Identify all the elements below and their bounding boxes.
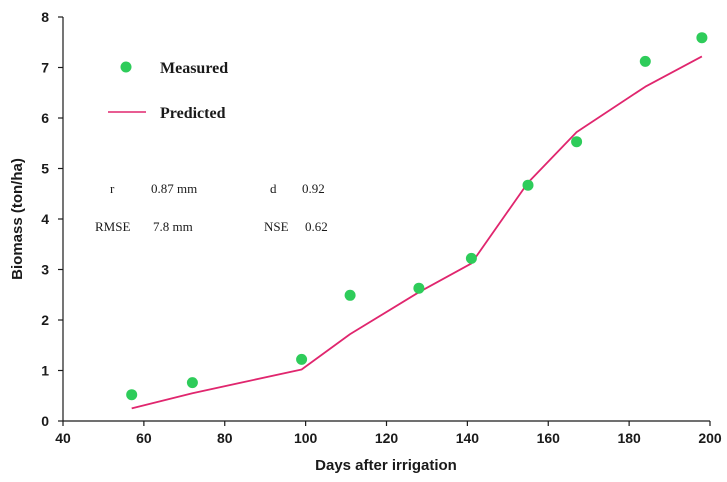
data-point-measured [465, 252, 477, 264]
data-point-measured [296, 353, 308, 365]
y-tick-label: 3 [41, 262, 49, 278]
series-layer [126, 32, 708, 410]
legend: Measured Predicted [108, 60, 228, 122]
x-tick-label: 200 [698, 430, 722, 446]
y-tick-label: 8 [41, 9, 49, 25]
x-tick-label: 120 [375, 430, 399, 446]
data-point-measured [344, 289, 356, 301]
stat-d-value: 0.92 [302, 181, 325, 196]
series-line-predicted [131, 55, 703, 410]
x-ticks: 40 60 80 100 120 140 160 180 200 [55, 421, 722, 446]
stat-nse-value: 0.62 [305, 219, 328, 234]
x-tick-label: 80 [217, 430, 233, 446]
y-tick-label: 0 [41, 413, 49, 429]
data-point-measured [522, 179, 534, 191]
x-tick-label: 180 [617, 430, 641, 446]
y-tick-label: 4 [41, 211, 49, 227]
y-tick-label: 6 [41, 110, 49, 126]
data-point-measured [126, 389, 138, 401]
x-tick-label: 100 [294, 430, 318, 446]
x-tick-label: 140 [456, 430, 480, 446]
stat-r-label: r [110, 181, 115, 196]
legend-label-measured: Measured [160, 60, 228, 77]
data-point-measured [413, 282, 425, 294]
y-tick-label: 1 [41, 363, 49, 379]
y-ticks: 0 1 2 3 4 5 6 7 8 [41, 9, 63, 429]
data-point-measured [639, 55, 651, 67]
stat-rmse-label: RMSE [95, 219, 130, 234]
stat-rmse-value: 7.8 mm [153, 219, 193, 234]
legend-marker-measured [120, 61, 132, 73]
y-tick-label: 7 [41, 60, 49, 76]
x-axis-title: Days after irrigation [315, 457, 457, 474]
x-tick-label: 160 [537, 430, 561, 446]
stat-r-value: 0.87 mm [151, 181, 197, 196]
data-point-measured [571, 136, 583, 148]
stat-nse-label: NSE [264, 219, 289, 234]
x-tick-label: 60 [136, 430, 152, 446]
stats-annotation: r 0.87 mm d 0.92 RMSE 7.8 mm NSE 0.62 [95, 181, 328, 234]
data-point-measured [186, 377, 198, 389]
legend-label-predicted: Predicted [160, 105, 226, 122]
x-tick-label: 40 [55, 430, 71, 446]
y-axis-title: Biomass (ton/ha) [9, 158, 26, 280]
y-tick-label: 5 [41, 161, 49, 177]
stat-d-label: d [270, 181, 277, 196]
data-point-measured [696, 32, 708, 44]
y-tick-label: 2 [41, 312, 49, 328]
